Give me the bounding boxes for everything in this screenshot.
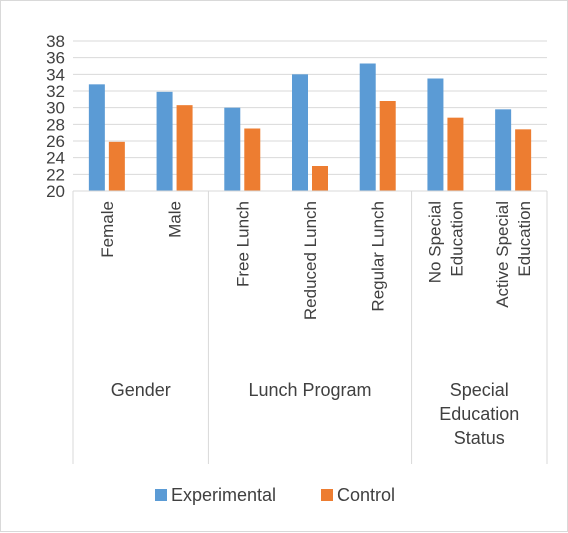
category-label: Education bbox=[447, 201, 466, 277]
bar-experimental bbox=[224, 107, 241, 191]
group-label: Education bbox=[439, 404, 519, 424]
y-tick-label: 24 bbox=[46, 149, 65, 168]
category-label: Education bbox=[515, 201, 534, 277]
category-label: Active Special bbox=[493, 201, 512, 308]
legend-swatch bbox=[155, 489, 167, 501]
y-tick-label: 22 bbox=[46, 165, 65, 184]
legend-label: Control bbox=[337, 485, 395, 505]
bar-experimental bbox=[156, 91, 173, 191]
y-tick-label: 28 bbox=[46, 115, 65, 134]
bar-experimental bbox=[427, 78, 444, 191]
category-label: Male bbox=[166, 201, 185, 238]
bar-control bbox=[447, 117, 464, 191]
bar-experimental bbox=[292, 74, 308, 191]
y-tick-label: 32 bbox=[46, 82, 65, 101]
group-label: Status bbox=[454, 428, 505, 448]
category-label: No Special bbox=[425, 201, 444, 283]
y-tick-label: 38 bbox=[46, 32, 65, 51]
y-tick-label: 36 bbox=[46, 49, 65, 68]
category-label: Free Lunch bbox=[233, 201, 252, 287]
bar-control bbox=[312, 166, 328, 191]
group-label: Lunch Program bbox=[248, 380, 371, 400]
y-tick-label: 20 bbox=[46, 182, 65, 201]
bar-experimental bbox=[88, 84, 105, 191]
category-label: Female bbox=[98, 201, 117, 258]
category-label: Reduced Lunch bbox=[301, 201, 320, 320]
legend-swatch bbox=[321, 489, 333, 501]
bar-control bbox=[379, 101, 396, 191]
y-tick-label: 26 bbox=[46, 132, 65, 151]
category-label: Regular Lunch bbox=[369, 201, 388, 312]
bar-experimental bbox=[495, 109, 512, 191]
y-tick-label: 30 bbox=[46, 99, 65, 118]
bar-control bbox=[244, 128, 261, 191]
group-label: Special bbox=[450, 380, 509, 400]
bar-control bbox=[176, 105, 193, 191]
group-label: Gender bbox=[111, 380, 171, 400]
legend-label: Experimental bbox=[171, 485, 276, 505]
bar-control bbox=[515, 129, 532, 191]
y-tick-label: 34 bbox=[46, 65, 65, 84]
bar-experimental bbox=[359, 63, 376, 191]
bar-control bbox=[108, 141, 125, 191]
